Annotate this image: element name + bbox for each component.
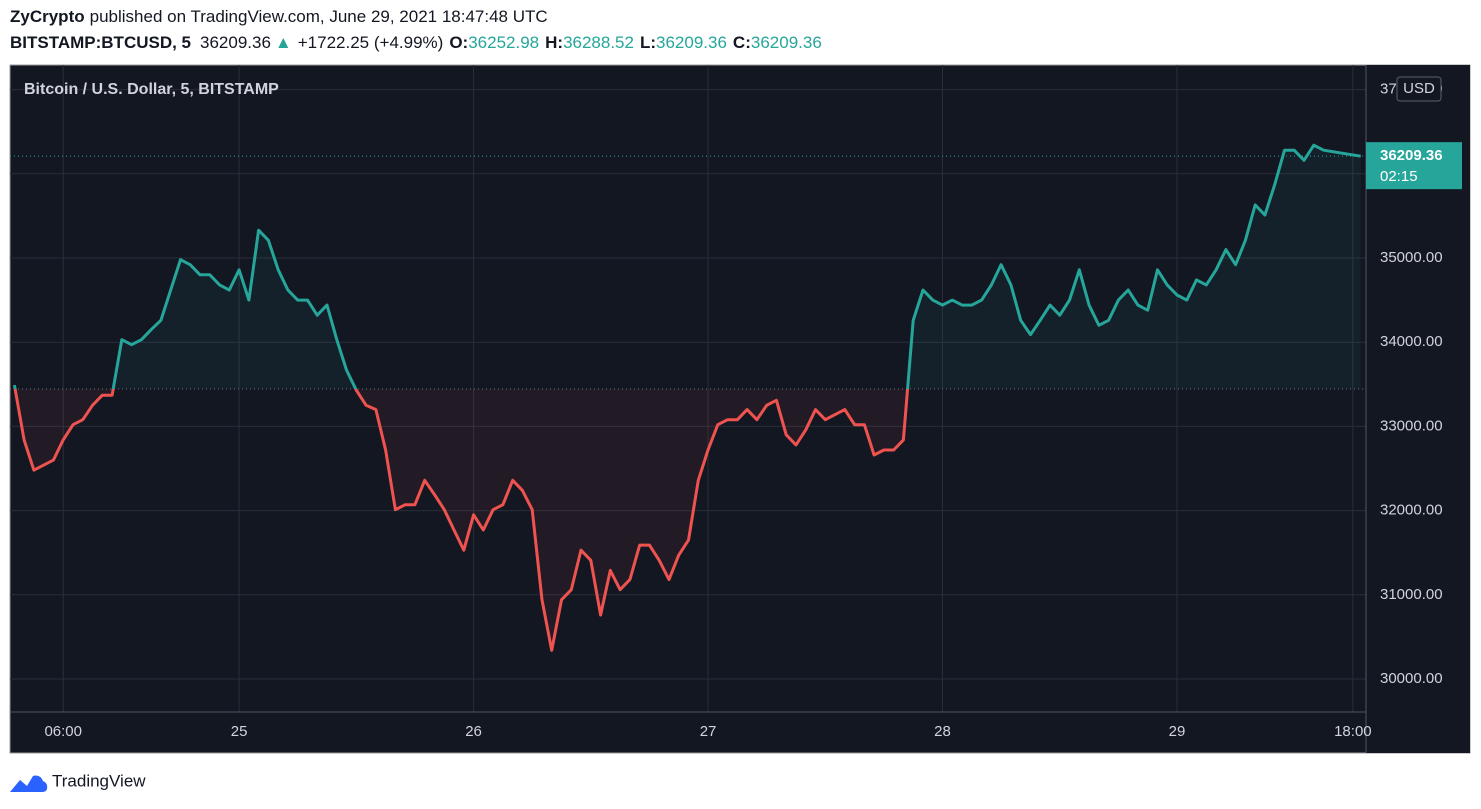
- x-tick-label: 29: [1169, 723, 1186, 740]
- ohlc-label: O:: [449, 33, 468, 52]
- legend-entry: Bitcoin / U.S. Dollar, 5, BITSTAMP: [24, 81, 279, 98]
- y-tick-label: 33000.00: [1380, 417, 1443, 434]
- x-tick-label: 18:00: [1334, 723, 1372, 740]
- area-down: [15, 389, 908, 651]
- currency: USD: [1403, 80, 1435, 97]
- plot: [10, 143, 1366, 652]
- ohlc-label: H:: [545, 33, 563, 52]
- area-up: [14, 145, 1361, 390]
- price-badge-timer: 02:15: [1380, 168, 1418, 185]
- x-tick-label: 27: [700, 723, 717, 740]
- y-tick-label: 34000.00: [1380, 333, 1443, 350]
- ohlc-label: C:: [733, 33, 751, 52]
- y-tick-label: 32000.00: [1380, 502, 1443, 519]
- price-badge: [1366, 142, 1462, 190]
- published: published on TradingView.com, June 29, 2…: [90, 7, 548, 26]
- ohlc-value: 36209.36: [751, 33, 822, 52]
- y-tick-label: 31000.00: [1380, 586, 1443, 603]
- currency-badge: [1396, 76, 1442, 102]
- price-badge-value: 36209.36: [1380, 147, 1443, 164]
- symbol: BITSTAMP:BTCUSD, 5: [10, 33, 191, 52]
- x-tick-label: 28: [934, 723, 951, 740]
- ohlc-label: L:: [640, 33, 656, 52]
- chart-panel: [9, 64, 1471, 754]
- footer: TradingView: [10, 771, 146, 792]
- symbol-line: BITSTAMP:BTCUSD, 5 36209.36 ▲ +1722.25 (+4.…: [10, 33, 822, 52]
- y-tick-label: 35000.00: [1380, 249, 1443, 266]
- ohlc-value: 36252.98: [468, 33, 539, 52]
- logo: [10, 775, 48, 792]
- ohlc-value: 36288.52: [563, 33, 634, 52]
- price-line-up: [12, 143, 1361, 390]
- brand: TradingView: [52, 771, 146, 790]
- y-tick-label: 30000.00: [1380, 670, 1443, 687]
- axes: 30000.00 31000.00 32000.00 33000.00 34000.00…: [44, 76, 1462, 740]
- price-line-down: [13, 389, 910, 652]
- x-tick-label: 25: [231, 723, 248, 740]
- x-tick-label: 06:00: [44, 723, 82, 740]
- x-tick-label: 26: [465, 723, 482, 740]
- last-price: 36209.36: [200, 33, 271, 52]
- ohlc-value: 36209.36: [656, 33, 727, 52]
- change: +1722.25 (+4.99%): [298, 33, 444, 52]
- author: ZyCrypto: [10, 7, 85, 26]
- publish-line: ZyCrypto published on TradingView.com, Ju…: [10, 7, 548, 26]
- grid: [10, 65, 1366, 712]
- arrow: ▲: [275, 33, 292, 52]
